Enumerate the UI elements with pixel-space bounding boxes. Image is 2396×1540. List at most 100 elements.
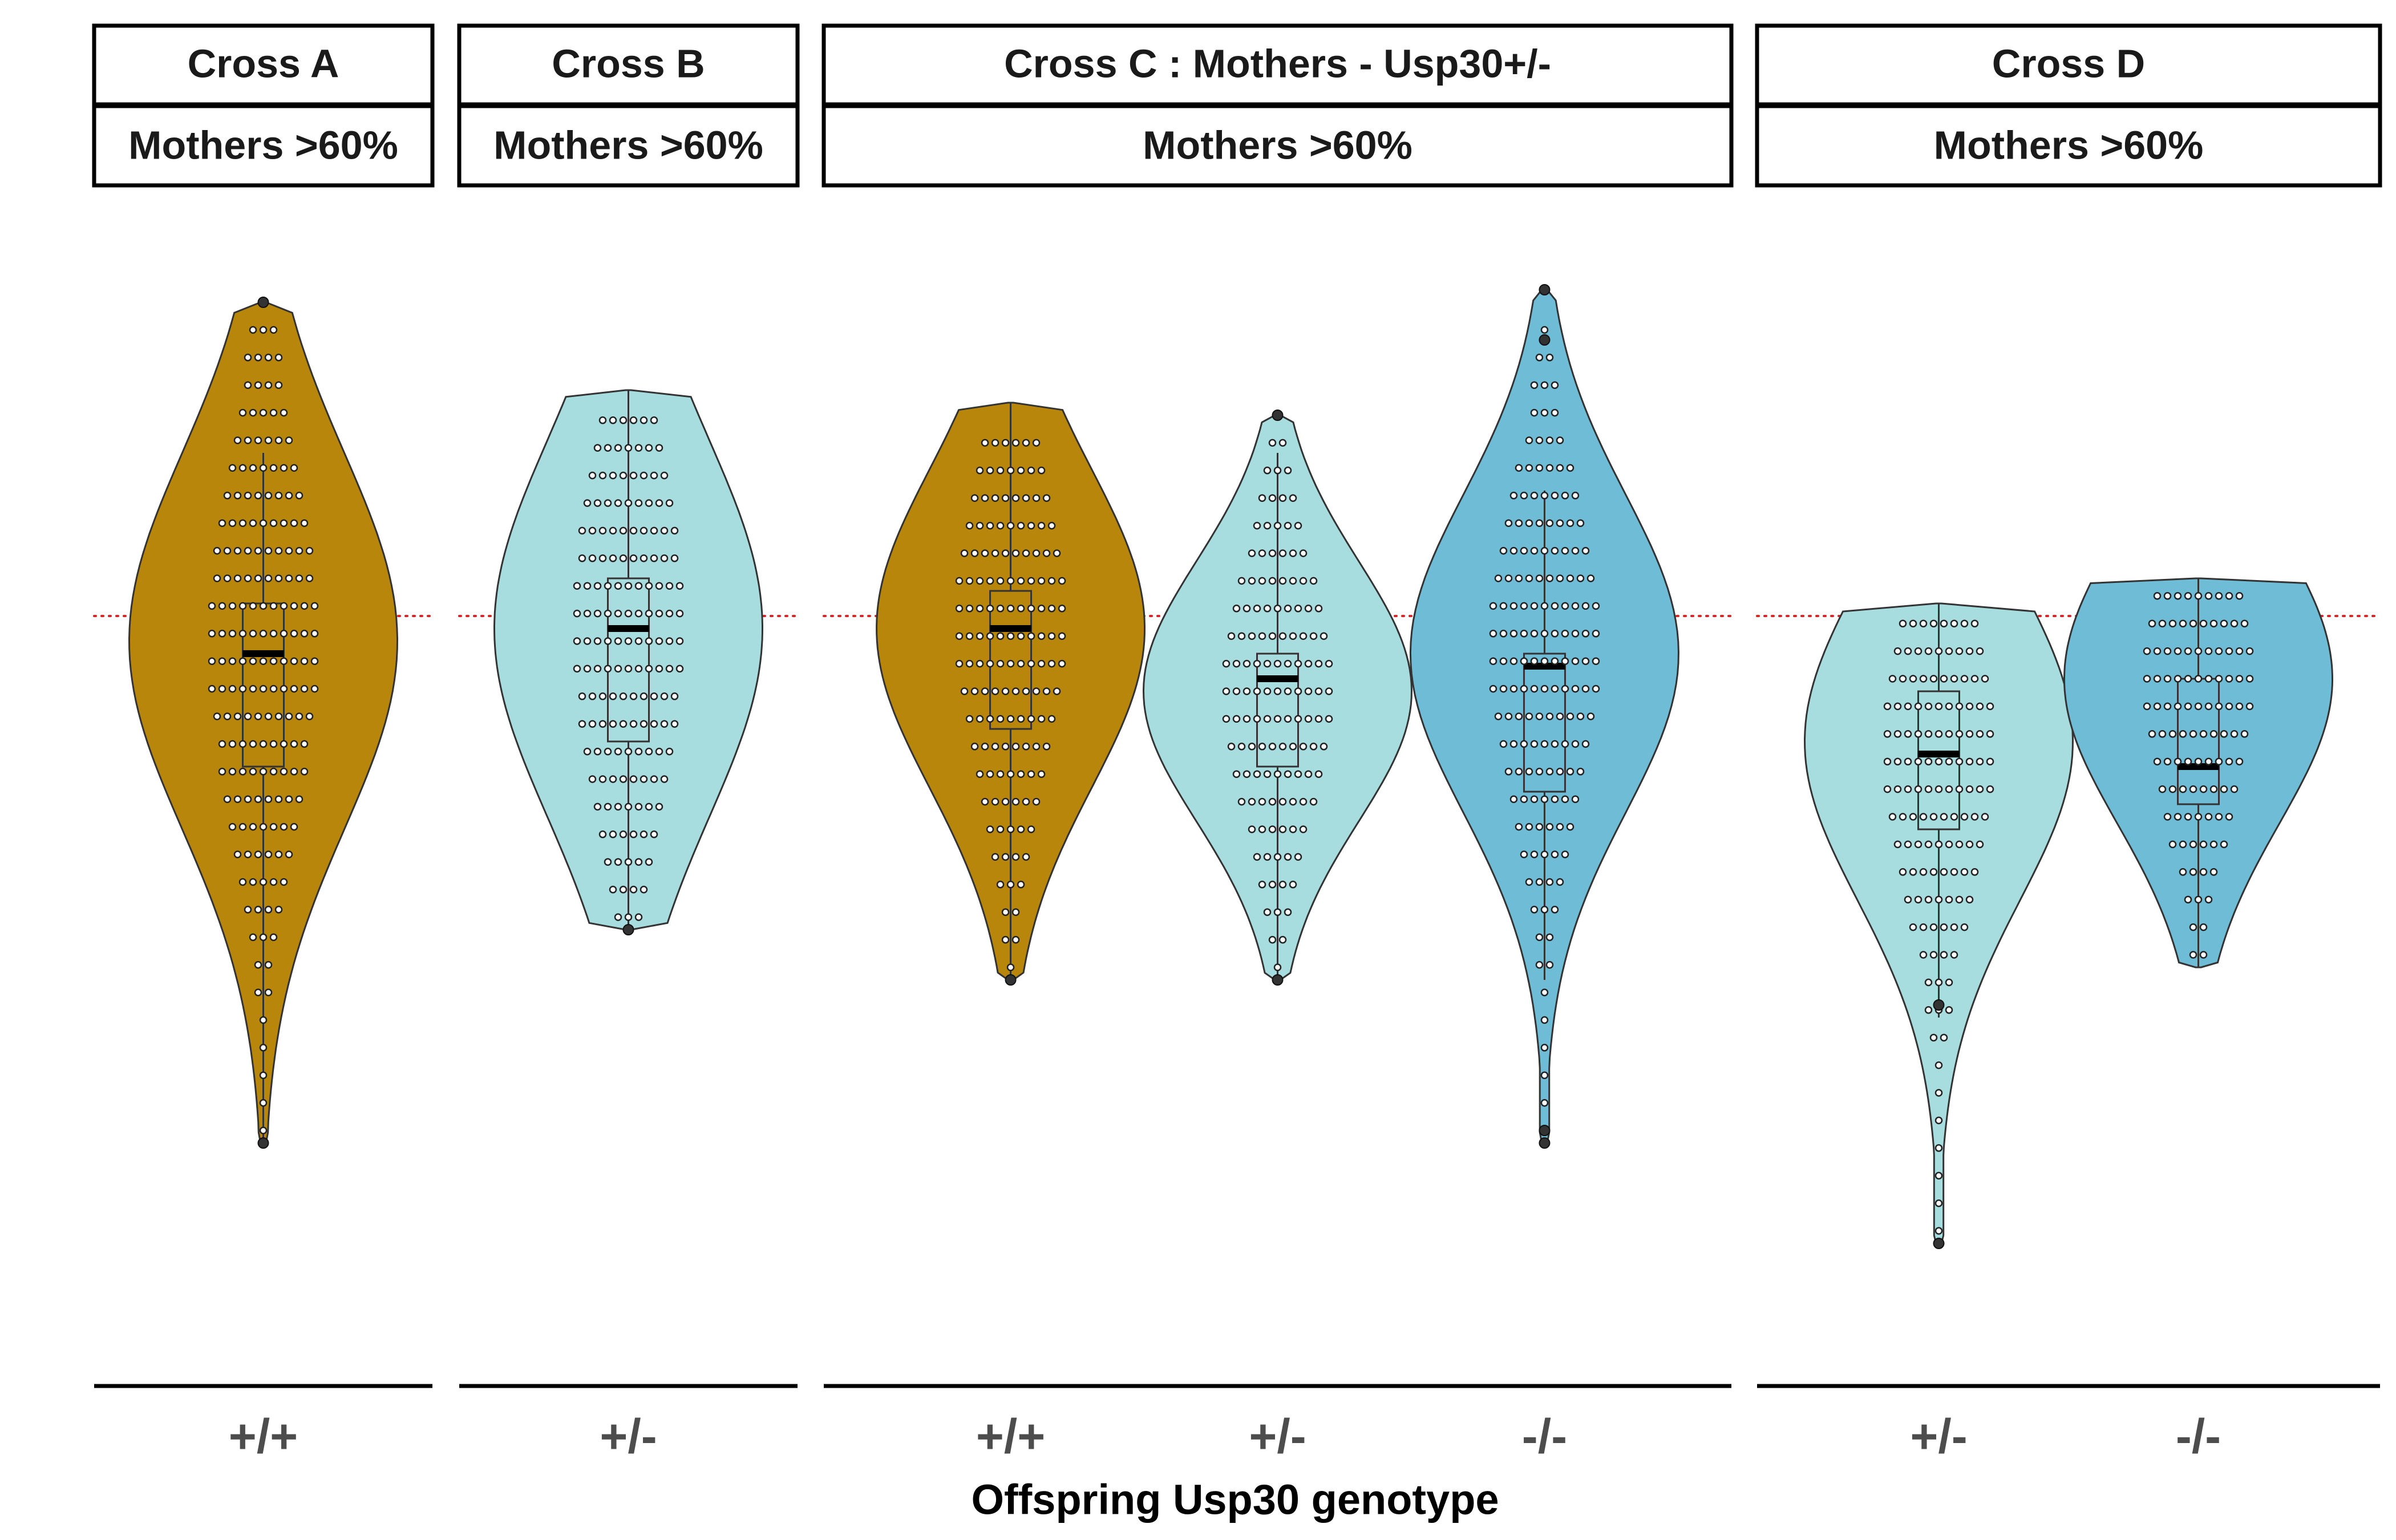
data-point bbox=[1273, 770, 1282, 778]
data-point bbox=[280, 464, 288, 472]
data-point bbox=[578, 692, 586, 700]
data-point bbox=[249, 602, 257, 610]
data-point bbox=[588, 692, 597, 700]
data-point bbox=[2174, 757, 2182, 765]
data-point bbox=[1499, 684, 1508, 693]
data-point bbox=[1268, 935, 1277, 944]
data-point bbox=[285, 492, 293, 500]
data-point bbox=[1576, 574, 1585, 582]
data-point bbox=[1530, 850, 1539, 858]
data-point bbox=[996, 659, 1005, 668]
data-point bbox=[1268, 743, 1277, 751]
data-point bbox=[1294, 715, 1302, 723]
data-point bbox=[295, 795, 303, 803]
strip-subtitle: Mothers >60% bbox=[493, 123, 763, 167]
data-point bbox=[274, 354, 283, 362]
data-point bbox=[1914, 840, 1923, 849]
data-point bbox=[1022, 687, 1030, 695]
data-point bbox=[1914, 702, 1923, 711]
data-point bbox=[1986, 730, 1994, 738]
data-point bbox=[1242, 659, 1251, 668]
data-point bbox=[665, 582, 674, 590]
data-point bbox=[1037, 659, 1046, 668]
data-point bbox=[1571, 795, 1580, 803]
data-point bbox=[1278, 881, 1287, 889]
data-point bbox=[634, 664, 643, 673]
data-point bbox=[619, 720, 628, 728]
data-point bbox=[1929, 1034, 1938, 1041]
data-point bbox=[2204, 813, 2213, 821]
data-point bbox=[2240, 619, 2249, 627]
data-point bbox=[604, 858, 612, 866]
data-point bbox=[614, 664, 622, 673]
data-point bbox=[1263, 659, 1272, 668]
outlier-point bbox=[1539, 1137, 1551, 1149]
data-point bbox=[1494, 574, 1503, 582]
data-point bbox=[244, 354, 252, 362]
data-point bbox=[1934, 1199, 1943, 1207]
data-point bbox=[1592, 630, 1600, 638]
data-point bbox=[1022, 549, 1030, 557]
data-point bbox=[1535, 712, 1544, 720]
data-point bbox=[1581, 684, 1590, 693]
data-point bbox=[996, 770, 1005, 778]
data-point bbox=[233, 492, 242, 500]
data-point bbox=[2215, 813, 2223, 821]
data-point bbox=[1535, 768, 1544, 776]
data-point bbox=[1248, 632, 1256, 640]
data-point bbox=[1545, 712, 1554, 720]
data-point bbox=[1001, 687, 1010, 695]
data-point bbox=[1934, 895, 1943, 903]
data-point bbox=[1976, 757, 1984, 765]
data-point bbox=[578, 526, 586, 535]
data-point bbox=[1934, 647, 1943, 655]
data-point bbox=[609, 554, 617, 562]
data-point bbox=[1545, 878, 1554, 886]
data-point bbox=[1556, 574, 1564, 582]
data-point bbox=[1253, 770, 1261, 778]
data-point bbox=[218, 740, 226, 748]
data-point bbox=[269, 684, 278, 693]
data-point bbox=[1520, 740, 1528, 748]
data-point bbox=[1515, 519, 1523, 527]
data-point bbox=[1566, 519, 1575, 527]
strip-subtitle-box bbox=[821, 104, 1734, 188]
data-point bbox=[1278, 935, 1287, 944]
data-point bbox=[598, 775, 607, 783]
data-point bbox=[1273, 715, 1282, 723]
violin-body bbox=[2063, 577, 2334, 968]
data-point bbox=[593, 664, 602, 673]
data-point bbox=[588, 775, 597, 783]
data-point bbox=[1934, 1227, 1943, 1235]
data-point bbox=[1289, 577, 1297, 585]
data-point bbox=[300, 602, 309, 610]
data-point bbox=[1268, 797, 1277, 806]
data-point bbox=[280, 768, 288, 776]
data-point bbox=[1520, 602, 1528, 610]
data-point bbox=[1934, 1116, 1943, 1125]
data-point bbox=[629, 526, 638, 535]
data-point bbox=[254, 795, 262, 803]
data-point bbox=[583, 499, 592, 507]
data-point bbox=[223, 492, 232, 500]
data-point bbox=[1981, 813, 1989, 821]
data-point bbox=[2220, 619, 2228, 627]
outlier-point bbox=[1272, 410, 1284, 421]
data-point bbox=[1919, 813, 1928, 821]
data-point bbox=[604, 747, 612, 756]
data-point bbox=[1955, 757, 1964, 765]
data-point bbox=[1253, 659, 1261, 668]
data-point bbox=[1540, 326, 1549, 334]
data-point bbox=[1499, 602, 1508, 610]
data-point bbox=[2168, 619, 2177, 627]
data-point bbox=[1945, 785, 1953, 793]
data-point bbox=[1042, 494, 1051, 502]
data-point bbox=[285, 574, 293, 582]
data-point bbox=[1006, 605, 1015, 613]
data-point bbox=[970, 549, 979, 557]
data-point bbox=[996, 467, 1005, 475]
data-point bbox=[254, 850, 262, 858]
data-point bbox=[233, 546, 242, 555]
data-point bbox=[280, 630, 288, 638]
data-point bbox=[1950, 675, 1958, 683]
